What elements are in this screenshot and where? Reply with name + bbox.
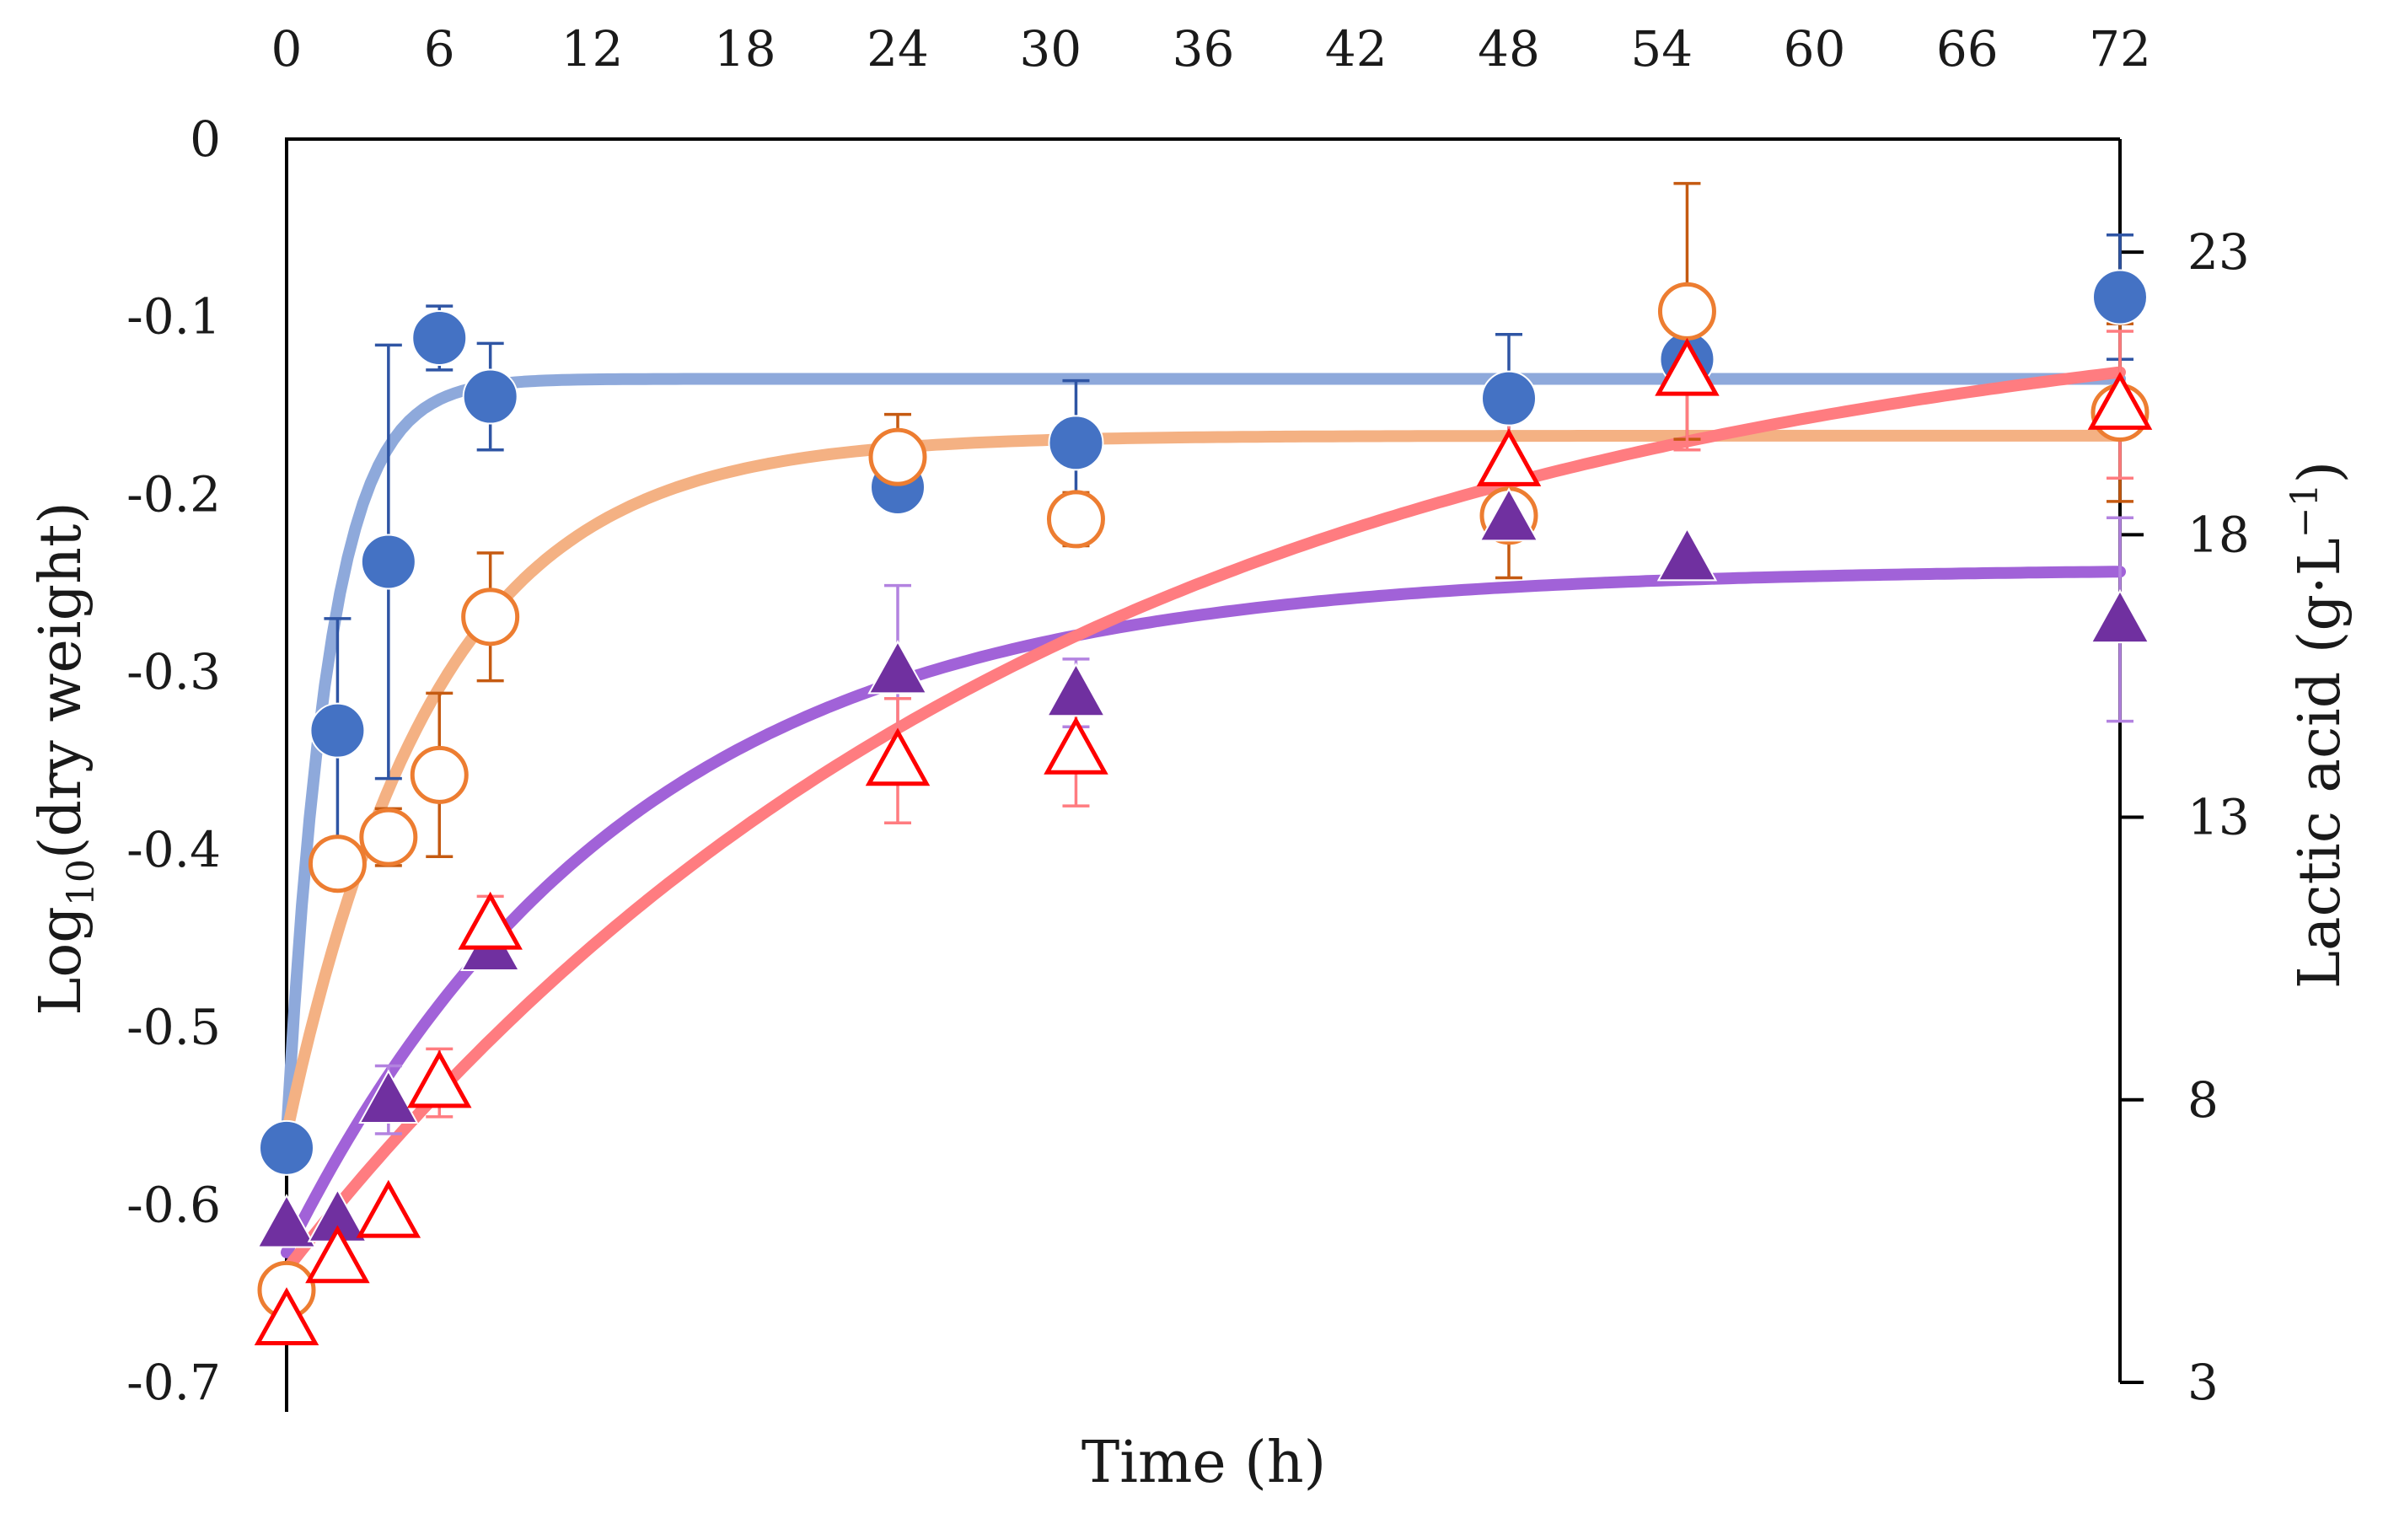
- data-point-open-triangle: [305, 1225, 370, 1284]
- x-tick-label: 0: [271, 20, 303, 78]
- fit-curves: [281, 366, 2126, 1275]
- data-point-open-circle: [308, 834, 367, 893]
- x-tick-label: 54: [1630, 20, 1693, 78]
- data-point-filled-triangle: [2090, 588, 2150, 644]
- data-point-filled-circle: [2092, 269, 2148, 325]
- data-point-open-circle: [1657, 282, 1716, 341]
- fit-curve-4: [281, 366, 2126, 1275]
- x-tick-label: 24: [867, 20, 929, 78]
- y-left-tick-label: -0.4: [126, 821, 221, 878]
- y-left-tick-label: -0.6: [126, 1176, 221, 1233]
- y-right-title-superscript: −1: [2284, 483, 2327, 538]
- data-point-open-triangle: [254, 1287, 319, 1345]
- data-point-open-triangle: [865, 727, 931, 786]
- data-point-open-triangle: [1476, 428, 1542, 486]
- x-tick-label: 12: [561, 20, 624, 78]
- y-left-title-prefix: Log: [28, 906, 94, 1016]
- data-point-open-triangle: [1044, 716, 1108, 775]
- x-tick-label: 6: [424, 20, 455, 78]
- fit-curve-1: [281, 373, 2126, 1140]
- error-bars: [324, 181, 2133, 1135]
- data-point-open-circle: [868, 427, 927, 486]
- y-right-tick-label: 23: [2187, 223, 2250, 281]
- y-right-title-prefix: Lactic acid (g·L: [2287, 538, 2353, 989]
- data-point-filled-circle: [259, 1119, 314, 1176]
- x-tick-label: 18: [714, 20, 776, 78]
- data-point-filled-triangle: [1479, 487, 1539, 542]
- y-right-title-suffix: ): [2287, 461, 2353, 484]
- data-point-filled-triangle: [1656, 527, 1718, 582]
- x-tick-label: 30: [1019, 20, 1081, 78]
- y-left-tick-label: -0.2: [126, 465, 221, 523]
- data-point-open-triangle: [356, 1179, 421, 1238]
- x-tick-label: 60: [1784, 20, 1846, 78]
- y-right-tick-label: 8: [2187, 1071, 2219, 1129]
- data-point-open-triangle: [2087, 371, 2153, 430]
- y-left-tick-label: -0.3: [126, 643, 221, 700]
- data-point-open-circle: [359, 808, 418, 867]
- data-point-filled-triangle: [867, 640, 928, 695]
- y-left-tick-label: -0.1: [126, 288, 221, 346]
- y-left-title-subscript: 10: [60, 859, 103, 906]
- data-point-open-circle: [1046, 490, 1105, 549]
- data-point-open-circle: [461, 588, 520, 647]
- data-point-filled-triangle: [358, 1069, 419, 1124]
- data-point-filled-circle: [1048, 415, 1104, 471]
- y-left-axis-title: Log10(dry weight): [28, 502, 103, 1016]
- data-point-open-triangle: [407, 1049, 472, 1108]
- data-point-filled-circle: [309, 702, 366, 759]
- data-point-filled-circle: [360, 534, 416, 590]
- data-points: [254, 269, 2153, 1345]
- axes-layer: 0 6 12 18 24 30 36 42 48 54 60 66 72-0.7-0.6-0.5-0.4…: [126, 20, 2250, 1412]
- y-left-tick-label: -0.5: [126, 999, 221, 1056]
- x-tick-label: 36: [1173, 20, 1235, 78]
- data-point-open-triangle: [1655, 337, 1720, 396]
- fit-curve-2: [281, 429, 2126, 1140]
- y-left-tick-label: -0.7: [126, 1354, 221, 1411]
- y-left-title-suffix: (dry weight): [28, 502, 94, 859]
- data-point-filled-triangle: [1045, 662, 1107, 717]
- data-point-filled-circle: [1481, 370, 1537, 427]
- y-right-tick-label: 3: [2187, 1354, 2219, 1411]
- y-right-tick-label: 18: [2187, 506, 2250, 563]
- x-tick-label: 42: [1325, 20, 1387, 78]
- axis-labels: Time (h) Log10(dry weight) Lactic acid (…: [28, 461, 2353, 1496]
- x-tick-label: 48: [1478, 20, 1540, 78]
- x-tick-label: 66: [1936, 20, 1999, 78]
- y-left-tick-label: 0: [190, 110, 221, 168]
- data-point-filled-circle: [411, 310, 468, 366]
- data-point-open-triangle: [458, 891, 523, 950]
- data-point-filled-triangle: [256, 1194, 317, 1248]
- data-point-open-circle: [410, 745, 469, 804]
- y-right-tick-label: 13: [2187, 789, 2250, 846]
- fit-curve-3: [281, 566, 2126, 1258]
- y-right-axis-title: Lactic acid (g·L−1): [2284, 461, 2353, 989]
- x-tick-label: 72: [2089, 20, 2151, 78]
- x-axis-title: Time (h): [1081, 1430, 1326, 1496]
- data-point-filled-circle: [462, 368, 518, 425]
